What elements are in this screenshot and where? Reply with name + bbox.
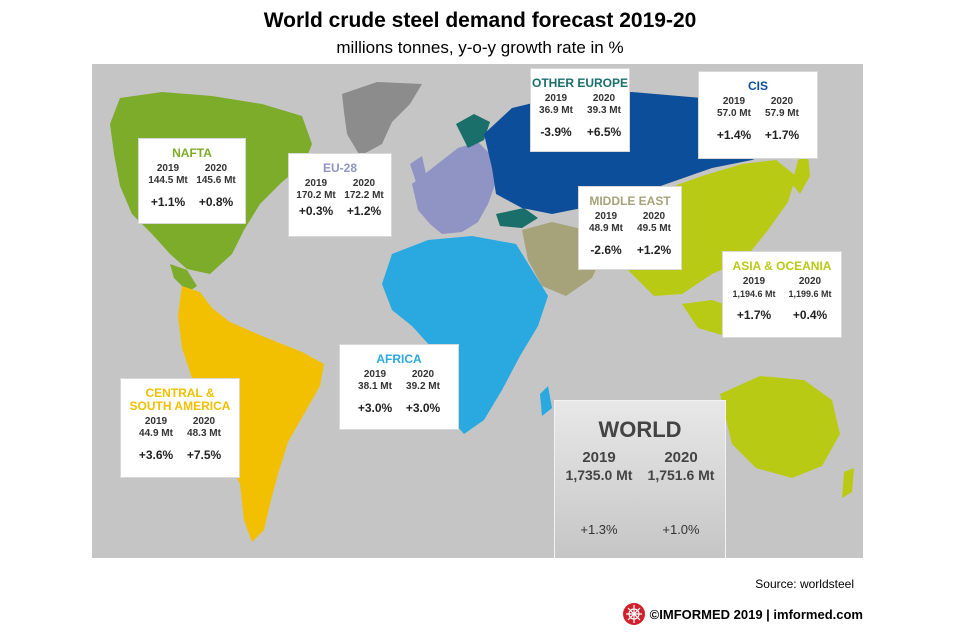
- australia-shape: [720, 376, 840, 478]
- growth-rate: -3.9%: [540, 125, 572, 139]
- demand-value: 145.6 Mt: [196, 175, 236, 186]
- turkey-shape: [496, 208, 538, 228]
- region-box-africa: AFRICA 2019 38.1 Mt +3.0% 2020 39.2 Mt +3.0%: [339, 344, 459, 430]
- region-name: OTHER EUROPE: [531, 76, 628, 90]
- growth-rate: +1.0%: [662, 522, 700, 537]
- demand-value: 57.9 Mt: [765, 108, 799, 119]
- other-europe-shape: [456, 114, 490, 148]
- new-zealand-shape: [842, 468, 854, 498]
- south-america-shape: [178, 286, 324, 542]
- footer-text: ©IMFORMED 2019 | imformed.com: [649, 606, 863, 622]
- growth-rate: +0.3%: [298, 204, 334, 218]
- chart-title: World crude steel demand forecast 2019-2…: [263, 9, 697, 32]
- world-label: WORLD: [598, 417, 682, 442]
- region-name: CENTRAL & SOUTH AMERICA: [129, 386, 231, 413]
- year-label: 2020: [642, 211, 666, 222]
- demand-value: 172.2 Mt: [344, 190, 384, 201]
- growth-rate: +0.4%: [792, 308, 828, 322]
- growth-rate: +7.5%: [186, 448, 222, 462]
- region-box-middle-east: MIDDLE EAST 2019 48.9 Mt -2.6% 2020 49.5 Mt…: [578, 186, 682, 270]
- growth-rate: +1.1%: [150, 195, 186, 209]
- year-label: 2019: [722, 96, 746, 107]
- demand-value: 38.1 Mt: [358, 381, 392, 392]
- uk-shape: [410, 156, 426, 182]
- eu28-shape: [412, 142, 496, 234]
- region-box-nafta: NAFTA 2019 144.5 Mt +1.1% 2020 145.6 Mt +0.8…: [138, 138, 246, 224]
- year-label: 2019: [544, 93, 568, 104]
- central-america-shape: [170, 264, 197, 292]
- growth-rate: +3.0%: [357, 401, 393, 415]
- region-box-asia-oceania: ASIA & OCEANIA 2019 1,194.6 Mt +1.7% 2020 1…: [722, 251, 842, 338]
- demand-value: 39.3 Mt: [587, 105, 621, 116]
- footer-credit: ©IMFORMED 2019 | imformed.com: [622, 602, 863, 626]
- demand-value: 49.5 Mt: [637, 223, 671, 234]
- growth-rate: +1.2%: [636, 243, 672, 257]
- demand-value: 48.9 Mt: [589, 223, 623, 234]
- growth-rate: +1.3%: [580, 522, 618, 537]
- demand-value: 39.2 Mt: [406, 381, 440, 392]
- year-label: 2020: [352, 178, 376, 189]
- year-label: 2019: [363, 369, 387, 380]
- year-label: 2019: [742, 276, 766, 287]
- year-label: 2020: [192, 416, 216, 427]
- year-label: 2020: [798, 276, 822, 287]
- world-map-shapes: [110, 82, 854, 542]
- region-box-eu28: EU-28 2019 170.2 Mt +0.3% 2020 172.2 Mt +1.2…: [288, 153, 392, 237]
- world-summary-box: WORLD 2019 1,735.0 Mt +1.3% 2020 1,751.6 Mt…: [554, 400, 726, 558]
- region-box-central-south-america: CENTRAL & SOUTH AMERICA 2019 44.9 Mt +3.6%…: [120, 378, 240, 478]
- demand-value: 1,735.0 Mt: [565, 467, 633, 483]
- demand-value: 1,194.6 Mt: [732, 289, 776, 299]
- source-note: Source: worldsteel: [755, 577, 854, 591]
- region-name: AFRICA: [376, 352, 422, 366]
- year-label: 2020: [204, 163, 228, 174]
- year-label: 2020: [592, 93, 616, 104]
- region-box-other-europe: OTHER EUROPE 2019 36.9 Mt -3.9% 2020 39.3 M…: [530, 68, 630, 152]
- year-label: 2020: [770, 96, 794, 107]
- year-label: 2019: [156, 163, 180, 174]
- growth-rate: +0.8%: [198, 195, 234, 209]
- region-name: MIDDLE EAST: [589, 194, 671, 208]
- demand-value: 1,199.6 Mt: [788, 289, 832, 299]
- demand-value: 48.3 Mt: [187, 428, 221, 439]
- demand-value: 1,751.6 Mt: [647, 467, 715, 483]
- demand-value: 144.5 Mt: [148, 175, 188, 186]
- growth-rate: +1.7%: [736, 308, 772, 322]
- growth-rate: +6.5%: [586, 125, 622, 139]
- demand-value: 57.0 Mt: [717, 108, 751, 119]
- demand-value: 44.9 Mt: [139, 428, 173, 439]
- growth-rate: +3.0%: [405, 401, 441, 415]
- growth-rate: +1.7%: [764, 128, 800, 142]
- year-label: 2019: [582, 449, 616, 466]
- growth-rate: +1.2%: [346, 204, 382, 218]
- year-label: 2019: [304, 178, 328, 189]
- world-map: NAFTA 2019 144.5 Mt +1.1% 2020 145.6 Mt +0.8…: [92, 64, 863, 558]
- growth-rate: -2.6%: [590, 243, 622, 257]
- demand-value: 170.2 Mt: [296, 190, 336, 201]
- region-box-cis: CIS 2019 57.0 Mt +1.4% 2020 57.9 Mt +1.7%: [698, 71, 818, 159]
- imformed-logo-icon: [622, 603, 645, 625]
- growth-rate: +1.4%: [716, 128, 752, 142]
- madagascar-shape: [540, 386, 552, 416]
- year-label: 2019: [594, 211, 618, 222]
- region-name: CIS: [747, 79, 768, 93]
- growth-rate: +3.6%: [138, 448, 174, 462]
- year-label: 2020: [664, 449, 698, 466]
- year-label: 2020: [411, 369, 435, 380]
- africa-shape: [382, 236, 548, 434]
- greenland-shape: [342, 82, 422, 156]
- region-name: NAFTA: [172, 146, 212, 160]
- region-name: EU-28: [322, 161, 357, 175]
- year-label: 2019: [144, 416, 168, 427]
- japan-shape: [792, 154, 810, 194]
- chart-subtitle: millions tonnes, y-o-y growth rate in %: [336, 38, 624, 57]
- region-name: ASIA & OCEANIA: [732, 259, 832, 273]
- demand-value: 36.9 Mt: [539, 105, 573, 116]
